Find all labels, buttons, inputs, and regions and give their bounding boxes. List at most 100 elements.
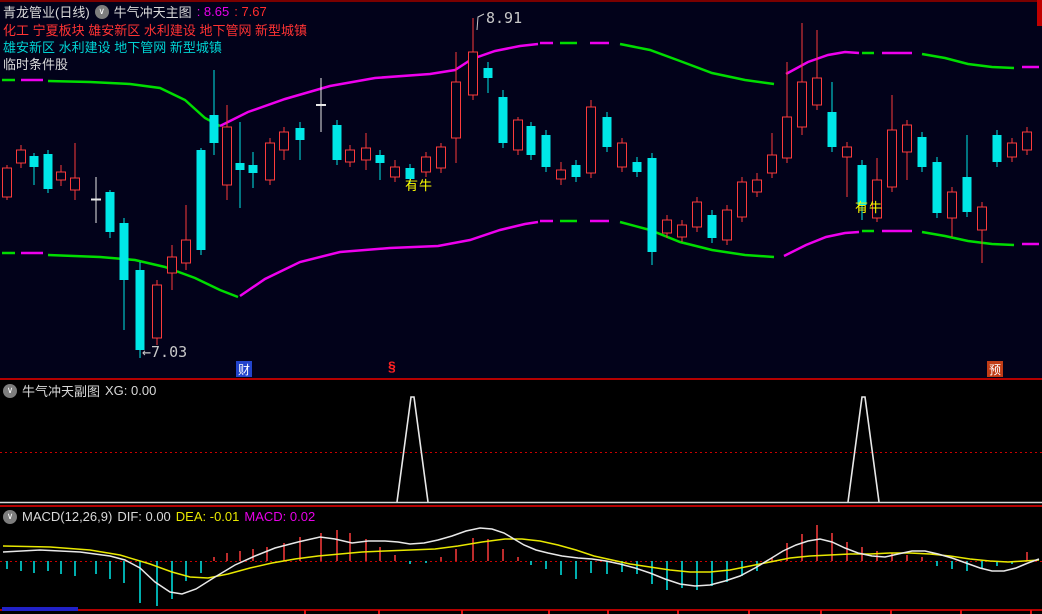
candle-up [421, 156, 431, 173]
candle-up [872, 179, 882, 219]
lower-band-segment [47, 253, 239, 299]
candle-up [56, 171, 66, 181]
candle-down [498, 97, 508, 143]
buy-signal-label-2: 有牛 [855, 200, 884, 215]
candle-up [737, 181, 747, 218]
candle-up [977, 206, 987, 231]
upper-band-segment [47, 79, 221, 128]
candle-up [436, 146, 446, 169]
candle-up [556, 169, 566, 180]
window-corner-strip [1037, 0, 1042, 26]
lower-band-segment [619, 220, 775, 259]
candle-up [797, 81, 807, 128]
candle-up [390, 166, 400, 178]
lower-band-segment [239, 220, 539, 298]
xg-value: XG: 0.00 [105, 383, 157, 398]
lower-band-segment [783, 230, 860, 258]
candle-down [405, 168, 415, 179]
chevron-down-icon[interactable]: ∨ [94, 4, 109, 19]
xg-signal-spike [396, 396, 429, 503]
candle-up [222, 126, 232, 186]
sub-indicator-name[interactable]: 牛气冲天副图 [22, 384, 101, 399]
candle-up [152, 284, 162, 339]
timeline-tick [748, 610, 750, 614]
candle-up [617, 142, 627, 168]
dea-line [2, 538, 1040, 579]
candle-down [602, 117, 612, 147]
timeline-tick [607, 610, 609, 614]
candle-down [375, 155, 385, 163]
main-chart-header: 青龙管业(日线) ∨ 牛气冲天主图 : 8.65 : 7.67 [3, 2, 267, 21]
buy-signal-label-1: 有牛 [405, 178, 434, 193]
candle-down [332, 125, 342, 160]
candle-down [526, 126, 536, 155]
xg-signal-spike [847, 396, 880, 503]
chevron-down-icon[interactable]: ∨ [3, 509, 17, 524]
timeline-tick [1030, 610, 1032, 614]
candle-up [451, 81, 461, 139]
macd-panel-header: ∨ MACD(12,26,9) DIF: 0.00 DEA: -0.01 MAC… [3, 509, 315, 524]
candle-up [181, 239, 191, 264]
candle-up [1007, 142, 1017, 158]
high-price-annotation: 8.91 [486, 9, 523, 27]
candle-up [70, 177, 80, 191]
upper-band-segment [219, 42, 539, 128]
candle-down [917, 137, 927, 167]
dif-line [2, 527, 1040, 595]
candle-down [43, 154, 53, 189]
candle-up [692, 201, 702, 228]
lower-band-value: : 7.67 [234, 4, 267, 19]
candle-down [541, 135, 551, 167]
candle-up [2, 167, 12, 198]
high-annotation-arrow [476, 13, 485, 31]
candle-down [571, 165, 581, 177]
candle-up [722, 209, 732, 241]
candle-down [105, 192, 115, 232]
candle-down [248, 165, 258, 173]
timeline-baseline [0, 609, 1042, 611]
candle-up [662, 219, 672, 234]
candle-up [887, 129, 897, 188]
concept-tags-row1[interactable]: 化工 宁夏板块 雄安新区 水利建设 地下管网 新型城镇 [3, 23, 308, 38]
candle-up [842, 146, 852, 158]
candle-down [992, 135, 1002, 162]
timeline-tick [820, 610, 822, 614]
forecast-marker[interactable]: 预 [987, 361, 1003, 377]
timeline-tick [304, 610, 306, 614]
candle-up [752, 179, 762, 193]
chevron-down-icon[interactable]: ∨ [3, 383, 17, 398]
candle-up [16, 149, 26, 164]
candle-up [345, 149, 355, 163]
main-chart-panel[interactable] [0, 0, 1042, 378]
candle-down [119, 223, 129, 280]
stock-title: 青龙管业(日线) [3, 5, 90, 20]
macd-indicator-name[interactable]: MACD(12,26,9) [22, 509, 113, 524]
upper-band-segment [619, 42, 775, 86]
candle-up [677, 224, 687, 238]
timeline-tick [548, 610, 550, 614]
candle-down [647, 158, 657, 252]
candle-down [196, 150, 206, 250]
timeline-blue-segment [2, 607, 78, 611]
candle-up [586, 106, 596, 174]
concept-tags-row2[interactable]: 雄安新区 水利建设 地下管网 新型城镇 [3, 40, 222, 55]
dif-value: DIF: 0.00 [117, 509, 171, 524]
candle-down [827, 112, 837, 147]
main-indicator-name[interactable]: 牛气冲天主图 [113, 5, 192, 20]
upper-band-segment [921, 52, 1015, 70]
candle-down [962, 177, 972, 212]
candle-down [483, 68, 493, 78]
timeline-tick [461, 610, 463, 614]
candle-down [295, 128, 305, 140]
candle-up [361, 147, 371, 161]
candle-down [932, 162, 942, 213]
separator-sub-macd [0, 505, 1042, 507]
split-dividend-marker[interactable]: § [388, 358, 396, 374]
dea-value: DEA: -0.01 [175, 509, 240, 524]
separator-main-sub [0, 378, 1042, 380]
finance-report-marker[interactable]: 财 [236, 361, 252, 377]
upper-band-segment [785, 50, 860, 76]
temp-condition-label[interactable]: 临时条件股 [3, 57, 69, 72]
